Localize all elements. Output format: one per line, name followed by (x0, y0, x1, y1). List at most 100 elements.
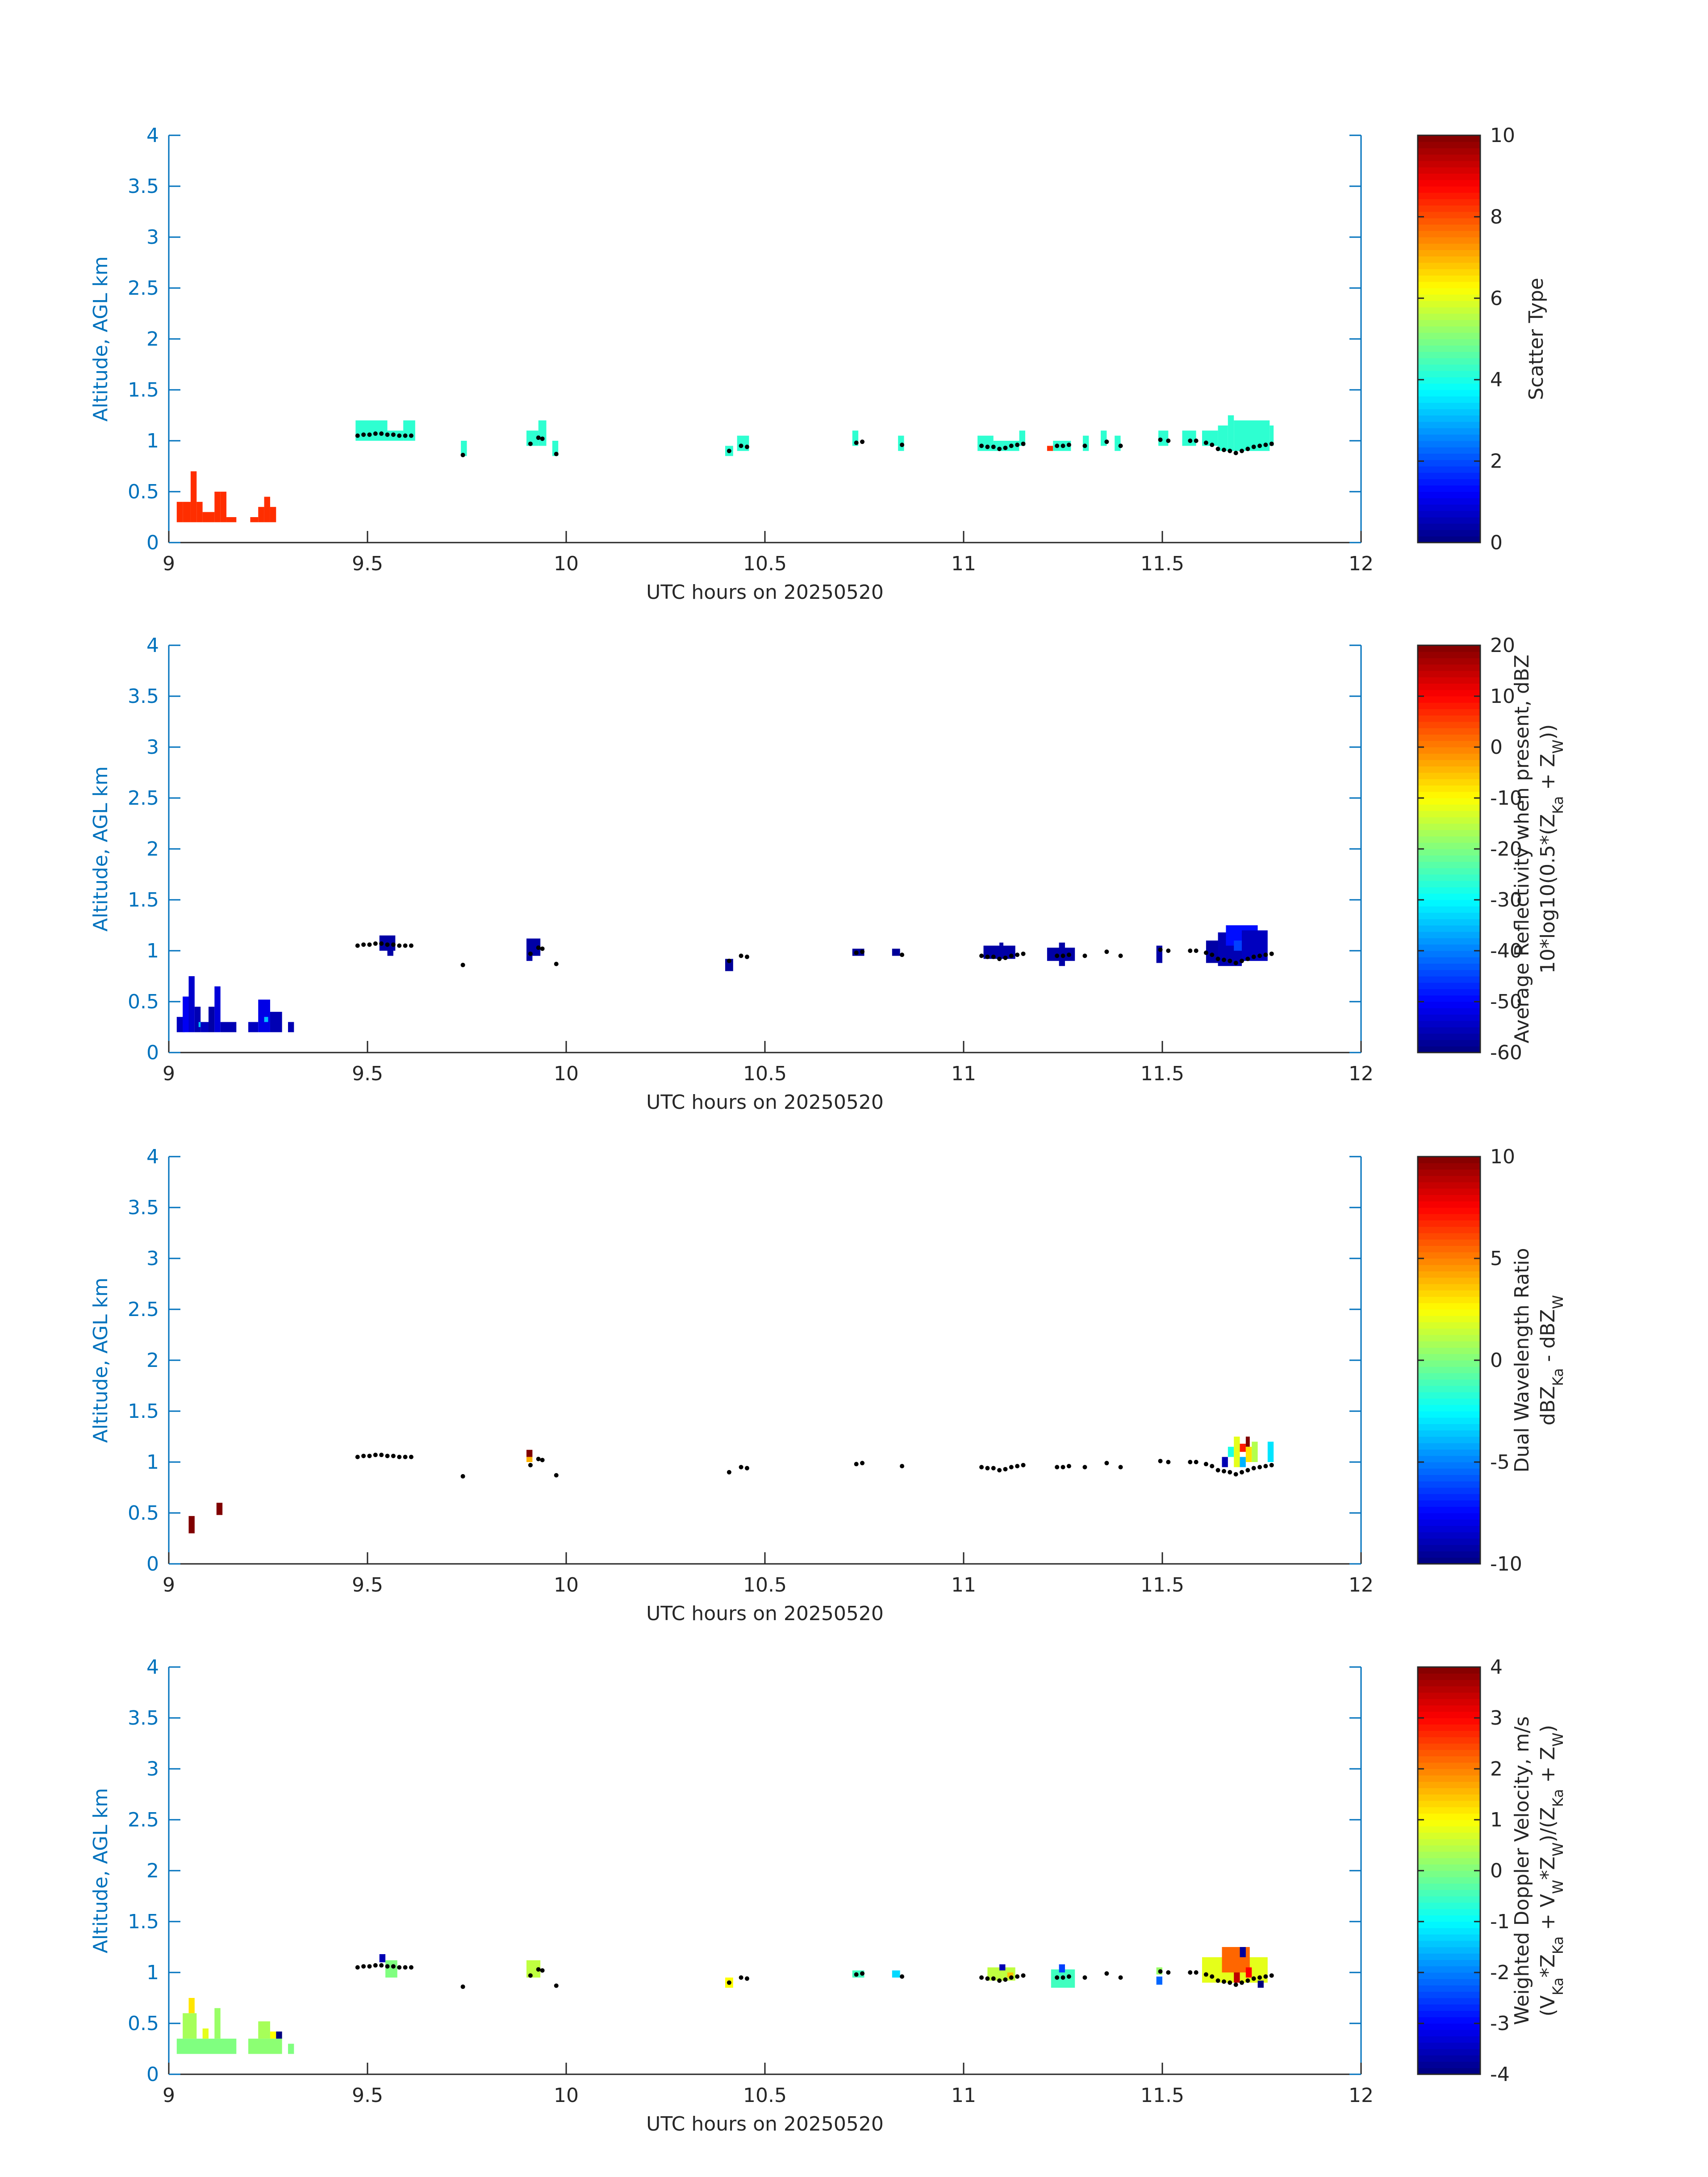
x-tick-label: 10 (554, 2084, 579, 2107)
colorbar-frame (1417, 134, 1481, 543)
colorbar-segment (1418, 861, 1480, 869)
colorbar-tick-label: 8 (1490, 205, 1503, 228)
heatmap-cell (214, 2008, 221, 2039)
heatmap-cell (526, 956, 533, 961)
cloud-base-point (536, 435, 541, 440)
cloud-base-points (355, 1453, 1274, 1479)
colorbar-tick-label: -20 (1490, 838, 1522, 861)
cloud-base-point (540, 1458, 545, 1462)
colorbar-segment (1418, 421, 1480, 428)
colorbar-segment (1418, 268, 1480, 276)
cloud-base-point (373, 1453, 378, 1458)
cloud-base-point (1061, 1975, 1065, 1980)
x-axis-label: UTC hours on 20250520 (646, 581, 884, 604)
cloud-base-point (1194, 949, 1199, 953)
colorbar-segment (1418, 428, 1480, 435)
colorbar-tick-label: -4 (1490, 2063, 1510, 2086)
colorbar-segment (1418, 1909, 1480, 1916)
cloud-base-point (1188, 1970, 1193, 1975)
colorbar-segment (1418, 288, 1480, 295)
heatmap-cell (1228, 415, 1234, 451)
colorbar-segment (1418, 1743, 1480, 1750)
cloud-base-point (1104, 1461, 1109, 1466)
cloud-base-point (1245, 1468, 1250, 1473)
colorbar-segment (1418, 1315, 1480, 1322)
cloud-base-point (1251, 954, 1256, 959)
colorbar-segment (1418, 351, 1480, 359)
heatmap-cells (176, 925, 1268, 1032)
colorbar-segment (1418, 1551, 1480, 1558)
cloud-base-point (355, 433, 360, 438)
heatmap-cell (176, 501, 183, 522)
y-tick-label: 2.5 (128, 277, 159, 300)
cloud-base-point (528, 441, 533, 446)
colorbar-segment (1418, 460, 1480, 467)
colorbar-segment (1418, 530, 1480, 537)
colorbar-segment (1418, 753, 1480, 760)
cloud-base-point (391, 1964, 396, 1969)
colorbar-segment (1418, 855, 1480, 862)
colorbar-segment (1418, 217, 1480, 225)
x-tick-label: 10.5 (743, 1062, 787, 1085)
colorbar-segment (1418, 1960, 1480, 1967)
colorbar-segment (1418, 982, 1480, 989)
heatmap-cell (188, 1516, 195, 1534)
colorbar-segment (1418, 1711, 1480, 1718)
colorbar-segment (1418, 766, 1480, 773)
heatmap-cell (270, 507, 276, 522)
colorbar-segment (1418, 1686, 1480, 1693)
cloud-base-point (985, 444, 990, 449)
colorbar-segment (1418, 523, 1480, 530)
heatmap-cell (176, 2039, 237, 2054)
cloud-base-point (379, 431, 384, 436)
y-axis-label: Altitude, AGL km (89, 1788, 112, 1953)
cloud-base-point (739, 1975, 743, 1980)
colorbar-segment (1418, 1506, 1480, 1513)
colorbar-segment (1418, 664, 1480, 671)
colorbar-segment (1418, 1417, 1480, 1424)
cloud-base-point (367, 942, 372, 947)
cloud-base-point (536, 1967, 541, 1972)
cloud-base-point (1166, 1460, 1171, 1464)
cloud-base-point (900, 1974, 905, 1979)
colorbar-segment (1418, 1027, 1480, 1034)
colorbar-segment (1418, 167, 1480, 174)
cloud-base-point (1015, 953, 1020, 957)
colorbar-segment (1418, 1046, 1480, 1053)
colorbar-segment (1418, 313, 1480, 320)
cloud-base-point (528, 951, 533, 956)
colorbar-segment (1418, 1692, 1480, 1699)
colorbar-segment (1418, 1398, 1480, 1405)
cloud-base-point (1118, 953, 1123, 958)
cloud-base-point (1082, 1465, 1087, 1470)
cloud-base-point (367, 432, 372, 437)
colorbar-segment (1418, 1966, 1480, 1973)
heatmap-cell (892, 949, 900, 956)
colorbar-segment (1418, 1264, 1480, 1271)
colorbar-segment (1418, 721, 1480, 728)
colorbar-segment (1418, 1366, 1480, 1373)
cloud-base-point (1203, 440, 1208, 445)
cloud-base-point (727, 1470, 731, 1475)
colorbar-segment (1418, 275, 1480, 282)
y-tick-label: 0 (146, 531, 159, 554)
cloud-base-point (1009, 953, 1014, 958)
heatmap-cell (1270, 425, 1274, 446)
colorbar-segment (1418, 995, 1480, 1002)
colorbar-segment (1418, 1468, 1480, 1475)
heatmap-cell (216, 1503, 223, 1515)
colorbar-segment (1418, 817, 1480, 824)
y-tick-label: 0.5 (128, 1502, 159, 1525)
cloud-base-point (1263, 443, 1268, 447)
colorbar-segment (1418, 377, 1480, 384)
colorbar-segment (1418, 1902, 1480, 1909)
y-tick-label: 3 (146, 1758, 159, 1780)
colorbar-segment (1418, 1997, 1480, 2005)
cloud-base-point (385, 942, 390, 947)
cloud-base-point (900, 953, 905, 957)
colorbar-segment (1418, 256, 1480, 263)
colorbar-segment (1418, 670, 1480, 677)
colorbar-segment (1418, 1007, 1480, 1015)
cloud-base-point (1228, 1980, 1232, 1985)
